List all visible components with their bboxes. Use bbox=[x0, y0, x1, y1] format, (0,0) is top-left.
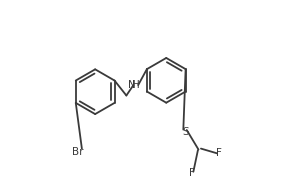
Text: F: F bbox=[216, 148, 222, 158]
Text: S: S bbox=[182, 126, 189, 137]
Text: F: F bbox=[189, 168, 195, 178]
Text: N: N bbox=[128, 80, 135, 90]
Text: Br: Br bbox=[72, 147, 84, 157]
Text: H: H bbox=[132, 80, 140, 90]
